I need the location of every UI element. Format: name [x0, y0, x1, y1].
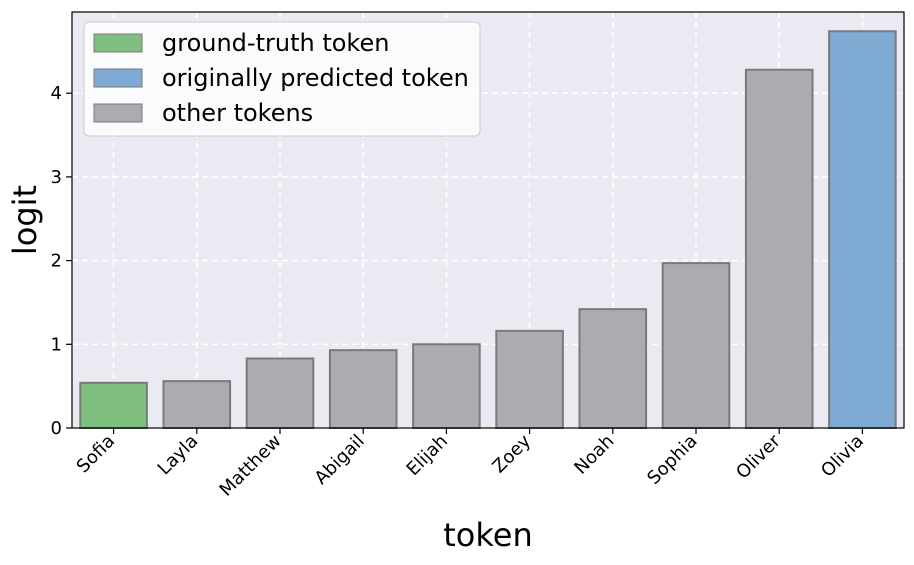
legend-swatch-predicted — [93, 68, 143, 88]
x-tick-label: Sofia — [73, 431, 120, 478]
x-tick-label: Sophia — [643, 431, 701, 489]
bar-olivia — [828, 30, 897, 430]
bar-abigail — [328, 349, 398, 430]
y-tick-label: 3 — [51, 167, 62, 188]
y-axis-ticks: 0 1 2 3 4 — [51, 83, 72, 439]
bar-matthew — [245, 357, 315, 429]
x-tick-label: Noah — [570, 431, 618, 479]
x-tick-label: Oliver — [732, 430, 785, 483]
x-tick-label: Matthew — [216, 431, 286, 501]
bar-elijah — [412, 343, 481, 429]
x-axis-ticks: Sofia Layla Matthew Abigail Elijah Zoey Noah So… — [73, 428, 868, 501]
bar-sofia — [79, 381, 148, 430]
bar-sophia — [661, 262, 731, 429]
legend: ground-truth token originally predicted … — [83, 21, 481, 137]
y-axis-title: logit — [6, 185, 44, 255]
legend-box — [83, 21, 481, 137]
x-tick-label: Abigail — [311, 431, 369, 489]
y-tick-label: 4 — [51, 83, 62, 104]
legend-label-ground-truth: ground-truth token — [162, 29, 389, 57]
bars — [79, 30, 897, 430]
x-axis-title: token — [443, 516, 532, 554]
x-tick-label: Elijah — [403, 431, 452, 480]
plot-frame — [71, 11, 905, 429]
legend-swatch-ground-truth — [93, 33, 143, 53]
x-tick-label: Zoey — [488, 430, 535, 477]
bar-layla — [162, 380, 232, 430]
bar-oliver — [744, 68, 814, 430]
bar-zoey — [495, 329, 564, 429]
y-tick-label: 1 — [51, 334, 62, 355]
bar-noah — [578, 308, 648, 429]
x-tick-label: Olivia — [817, 431, 868, 482]
y-tick-label: 2 — [51, 251, 62, 272]
legend-swatch-other — [93, 103, 143, 123]
legend-label-other: other tokens — [162, 99, 313, 127]
legend-label-predicted: originally predicted token — [162, 64, 469, 92]
y-tick-label: 0 — [51, 418, 62, 439]
x-tick-label: Layla — [154, 431, 203, 480]
